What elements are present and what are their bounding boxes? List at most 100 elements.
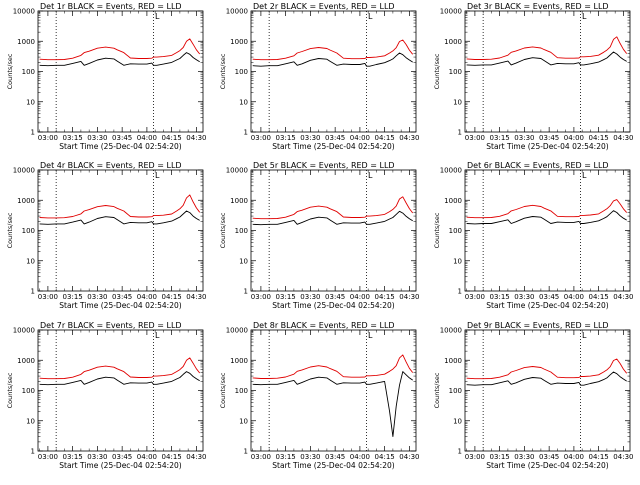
y-tick-label: 100	[22, 387, 35, 395]
series-line-lld	[39, 194, 201, 219]
x-tick-label: 03:30	[514, 293, 534, 301]
marker-label: L	[582, 12, 587, 21]
series-line-lld	[39, 38, 201, 61]
x-tick-label: 04:15	[375, 134, 395, 142]
x-tick-label: 03:15	[63, 293, 83, 301]
y-tick-label: 10	[239, 417, 248, 425]
x-axis-label: Start Time (25-Dec-04 02:54:20)	[272, 301, 394, 310]
series-line-lld	[466, 199, 628, 219]
series-line-lld	[466, 36, 628, 60]
y-tick-label: 1000	[230, 197, 248, 205]
x-tick-label: 04:15	[589, 453, 609, 461]
series-line-lld	[252, 196, 414, 220]
x-tick-label: 03:15	[276, 293, 296, 301]
y-tick-label: 10	[26, 98, 35, 106]
x-tick-label: 04:30	[399, 293, 419, 301]
x-tick-label: 03:30	[87, 453, 107, 461]
y-tick-label: 100	[22, 227, 35, 235]
y-tick-label: 10000	[440, 327, 462, 335]
series-line-lld	[252, 354, 414, 379]
y-tick-label: 100	[449, 68, 462, 76]
x-tick-label: 03:45	[112, 293, 132, 301]
x-axis-label: Start Time (25-Dec-04 02:54:20)	[272, 461, 394, 470]
y-tick-label: 100	[449, 387, 462, 395]
panel-title: Det 3r BLACK = Events, RED = LLD	[467, 2, 609, 11]
x-tick-label: 04:15	[375, 293, 395, 301]
panel-det-2: Det 2r BLACK = Events, RED = LLD Counts/s…	[219, 2, 419, 151]
panel-title: Det 5r BLACK = Events, RED = LLD	[253, 161, 395, 170]
x-tick-label: 04:30	[613, 293, 633, 301]
x-tick-label: 03:30	[87, 293, 107, 301]
x-tick-label: 03:45	[325, 453, 345, 461]
series-line-events	[39, 52, 200, 67]
y-tick-label: 1	[31, 288, 35, 296]
x-tick-label: 04:00	[137, 453, 157, 461]
x-tick-label: 03:00	[465, 293, 485, 301]
y-tick-label: 10	[26, 257, 35, 265]
y-tick-label: 10000	[226, 8, 248, 16]
y-axis-label: Counts/sec	[219, 212, 227, 248]
series-line-events	[39, 371, 200, 386]
plot-frame	[250, 10, 417, 133]
y-axis-label: Counts/sec	[433, 372, 441, 408]
x-tick-label: 03:30	[514, 453, 534, 461]
panel-title: Det 1r BLACK = Events, RED = LLD	[40, 2, 182, 11]
marker-label: L	[368, 171, 373, 180]
x-tick-label: 04:00	[564, 453, 584, 461]
series-line-events	[466, 210, 627, 225]
y-axis-label: Counts/sec	[6, 53, 14, 89]
y-tick-label: 1000	[230, 357, 248, 365]
y-tick-label: 1	[244, 288, 248, 296]
y-tick-label: 1	[458, 448, 462, 456]
panel-title: Det 4r BLACK = Events, RED = LLD	[40, 161, 182, 170]
x-tick-label: 03:30	[300, 453, 320, 461]
x-tick-label: 03:15	[276, 134, 296, 142]
plot-frame	[464, 169, 631, 292]
y-tick-label: 1000	[17, 197, 35, 205]
panel-title: Det 2r BLACK = Events, RED = LLD	[253, 2, 395, 11]
x-tick-label: 03:30	[300, 293, 320, 301]
x-tick-label: 03:00	[38, 293, 58, 301]
x-axis-label: Start Time (25-Dec-04 02:54:20)	[486, 301, 608, 310]
x-tick-label: 03:15	[63, 134, 83, 142]
x-tick-label: 04:30	[186, 134, 206, 142]
y-tick-label: 10	[453, 417, 462, 425]
plot-frame	[37, 10, 204, 133]
panel-title: Det 9r BLACK = Events, RED = LLD	[467, 321, 609, 330]
x-tick-label: 03:30	[300, 134, 320, 142]
plot-frame	[37, 169, 204, 292]
y-tick-label: 1	[458, 129, 462, 137]
x-tick-label: 04:00	[137, 293, 157, 301]
x-tick-label: 03:45	[325, 134, 345, 142]
y-tick-label: 1000	[444, 38, 462, 46]
y-axis-label: Counts/sec	[6, 372, 14, 408]
x-tick-label: 03:15	[63, 453, 83, 461]
y-tick-label: 100	[22, 68, 35, 76]
x-tick-label: 04:00	[564, 293, 584, 301]
y-tick-label: 1	[244, 129, 248, 137]
y-tick-label: 10000	[13, 8, 35, 16]
panel-title: Det 6r BLACK = Events, RED = LLD	[467, 161, 609, 170]
y-tick-label: 100	[235, 68, 248, 76]
panel-det-5: Det 5r BLACK = Events, RED = LLD Counts/s…	[219, 161, 419, 310]
y-axis-label: Counts/sec	[6, 212, 14, 248]
series-line-events	[252, 210, 413, 226]
x-axis-label: Start Time (25-Dec-04 02:54:20)	[486, 461, 608, 470]
marker-label: L	[155, 171, 160, 180]
x-tick-label: 04:15	[589, 293, 609, 301]
series-line-events	[252, 371, 413, 438]
x-axis-label: Start Time (25-Dec-04 02:54:20)	[59, 461, 181, 470]
panel-title: Det 7r BLACK = Events, RED = LLD	[40, 321, 182, 330]
y-axis-label: Counts/sec	[219, 53, 227, 89]
x-tick-label: 03:15	[490, 293, 510, 301]
x-tick-label: 03:00	[251, 134, 271, 142]
y-tick-label: 100	[235, 387, 248, 395]
y-tick-label: 10000	[226, 327, 248, 335]
y-tick-label: 10	[239, 98, 248, 106]
x-tick-label: 03:45	[539, 134, 559, 142]
marker-label: L	[155, 12, 160, 21]
y-tick-label: 10	[453, 257, 462, 265]
x-tick-label: 03:15	[276, 453, 296, 461]
